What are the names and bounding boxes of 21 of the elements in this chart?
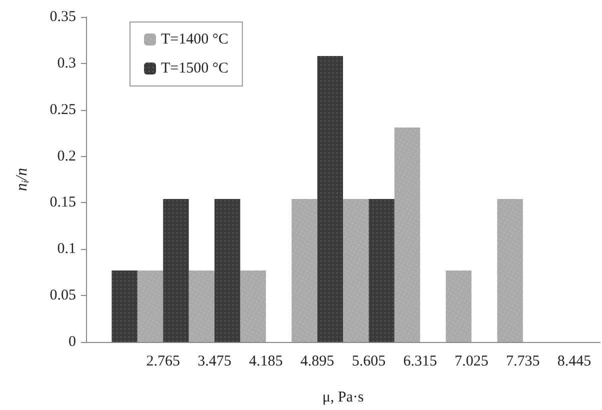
x-tick-label: 6.315 (403, 354, 437, 370)
legend-label: T=1500 °C (161, 60, 228, 76)
y-tick-label: 0.35 (50, 9, 76, 25)
x-axis-title: μ, Pa·s (322, 390, 364, 406)
x-tick-label: 3.475 (198, 354, 232, 370)
x-tick-label: 2.765 (146, 354, 180, 370)
y-tick-label: 0.15 (50, 194, 76, 211)
y-tick-label: 0.25 (50, 102, 76, 118)
y-tick-label: 0.05 (50, 288, 76, 304)
y-tick-label: 0.2 (57, 148, 76, 164)
y-tick-label: 0.3 (57, 55, 76, 72)
y-tick-label: 0.1 (57, 241, 76, 258)
x-tick-label: 4.185 (249, 354, 283, 370)
x-tick-label: 7.025 (454, 354, 488, 370)
x-tick-label: 7.735 (506, 354, 540, 370)
x-tick-label: 8.445 (557, 354, 592, 370)
y-tick-label: 0 (68, 334, 76, 350)
x-tick-label: 4.895 (300, 354, 334, 370)
x-tick-label: 5.605 (352, 354, 386, 370)
y-axis-title: ni/n (14, 168, 32, 192)
legend-label: T=1400 °C (161, 32, 228, 48)
